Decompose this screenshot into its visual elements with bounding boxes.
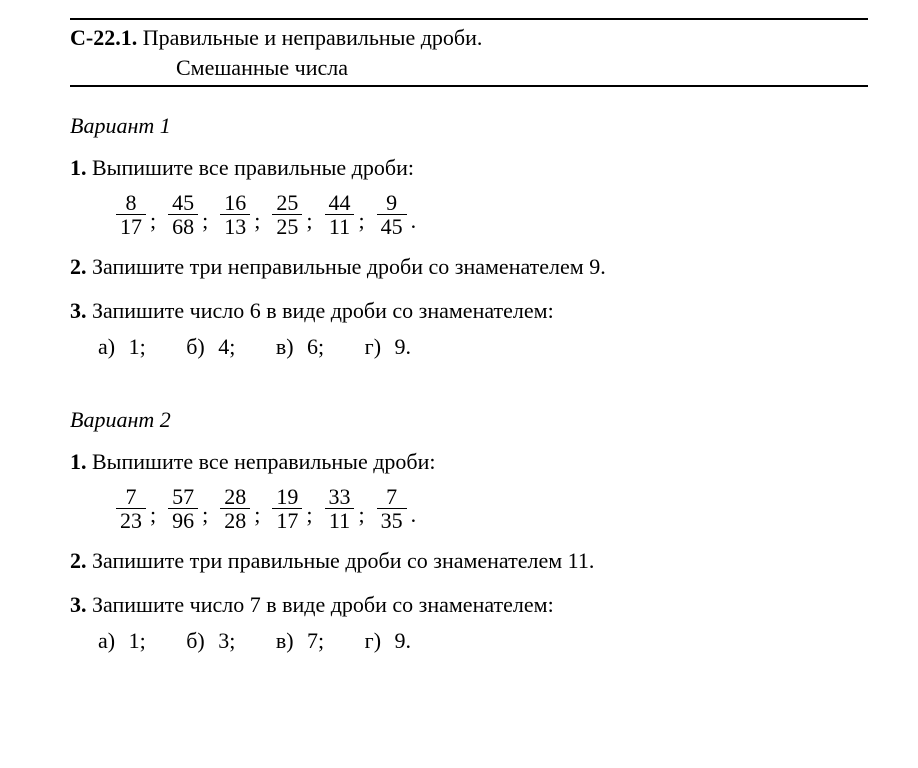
fraction-denominator: 23 <box>116 508 146 532</box>
fraction-numerator: 9 <box>382 191 401 214</box>
fraction-denominator: 17 <box>116 214 146 238</box>
section-title-2: Смешанные числа <box>176 55 348 80</box>
task-text: Выпишите все правильные дроби: <box>92 155 414 180</box>
v1-task3-parts: а) 1; б) 4; в) 6; г) 9. <box>70 332 868 362</box>
fraction: 723 <box>116 485 146 532</box>
fraction-endperiod: . <box>411 206 417 236</box>
task-number: 1. <box>70 155 87 180</box>
fraction-separator: ; <box>202 500 208 530</box>
task-text: Запишите три правильные дроби со знамена… <box>92 548 594 573</box>
fraction: 4411 <box>325 191 355 238</box>
fraction-denominator: 45 <box>377 214 407 238</box>
v1-task-2: 2. Запишите три неправильные дроби со зн… <box>70 252 868 282</box>
fraction-separator: ; <box>150 500 156 530</box>
fraction-denominator: 68 <box>168 214 198 238</box>
fraction-numerator: 8 <box>122 191 141 214</box>
fraction-denominator: 25 <box>272 214 302 238</box>
fraction-numerator: 33 <box>325 485 355 508</box>
fraction-separator: ; <box>306 500 312 530</box>
fraction: 4568 <box>168 191 198 238</box>
fraction-separator: ; <box>359 206 365 236</box>
section-header: С-22.1. Правильные и неправильные дроби.… <box>70 18 868 87</box>
fraction-denominator: 11 <box>325 508 354 532</box>
task-text: Запишите число 6 в виде дроби со знамена… <box>92 298 554 323</box>
fraction-denominator: 11 <box>325 214 354 238</box>
part-b: б) 3; <box>186 628 235 653</box>
v2-task1-fractions: 723;5796;2828;1917;3311;735. <box>70 485 868 532</box>
fraction-numerator: 7 <box>122 485 141 508</box>
fraction-numerator: 57 <box>168 485 198 508</box>
part-g: г) 9. <box>365 334 411 359</box>
part-a: а) 1; <box>98 334 146 359</box>
fraction-separator: ; <box>150 206 156 236</box>
fraction-denominator: 96 <box>168 508 198 532</box>
fraction-denominator: 28 <box>220 508 250 532</box>
variant-1-label: Вариант 1 <box>70 113 868 139</box>
v2-task-2: 2. Запишите три правильные дроби со знам… <box>70 546 868 576</box>
fraction: 1917 <box>272 485 302 532</box>
task-text: Выпишите все неправильные дроби: <box>92 449 436 474</box>
fraction-denominator: 13 <box>220 214 250 238</box>
fraction-separator: ; <box>202 206 208 236</box>
section-code: С-22.1. <box>70 25 137 50</box>
fraction-numerator: 45 <box>168 191 198 214</box>
v2-task3-parts: а) 1; б) 3; в) 7; г) 9. <box>70 626 868 656</box>
fraction-numerator: 16 <box>220 191 250 214</box>
worksheet-page: С-22.1. Правильные и неправильные дроби.… <box>0 0 918 655</box>
fraction-denominator: 35 <box>377 508 407 532</box>
fraction: 5796 <box>168 485 198 532</box>
header-line-2: Смешанные числа <box>70 53 868 83</box>
fraction-numerator: 28 <box>220 485 250 508</box>
fraction-separator: ; <box>254 206 260 236</box>
v1-task1-fractions: 817;4568;1613;2525;4411;945. <box>70 191 868 238</box>
part-v: в) 7; <box>276 628 324 653</box>
fraction-numerator: 44 <box>325 191 355 214</box>
v2-task-3: 3. Запишите число 7 в виде дроби со знам… <box>70 590 868 655</box>
part-g: г) 9. <box>365 628 411 653</box>
fraction: 945 <box>377 191 407 238</box>
task-number: 1. <box>70 449 87 474</box>
section-title-1: Правильные и неправильные дроби. <box>143 25 483 50</box>
fraction: 2828 <box>220 485 250 532</box>
fraction-separator: ; <box>306 206 312 236</box>
task-number: 2. <box>70 548 87 573</box>
task-text: Запишите число 7 в виде дроби со знамена… <box>92 592 554 617</box>
fraction: 3311 <box>325 485 355 532</box>
fraction-denominator: 17 <box>272 508 302 532</box>
fraction-numerator: 19 <box>272 485 302 508</box>
task-number: 3. <box>70 298 87 323</box>
task-number: 2. <box>70 254 87 279</box>
header-line-1: С-22.1. Правильные и неправильные дроби. <box>70 23 868 53</box>
part-v: в) 6; <box>276 334 324 359</box>
part-b: б) 4; <box>186 334 235 359</box>
v1-task-3: 3. Запишите число 6 в виде дроби со знам… <box>70 296 868 361</box>
fraction-numerator: 7 <box>382 485 401 508</box>
v2-task-1: 1. Выпишите все неправильные дроби: 723;… <box>70 447 868 532</box>
fraction-separator: ; <box>254 500 260 530</box>
task-number: 3. <box>70 592 87 617</box>
part-a: а) 1; <box>98 628 146 653</box>
fraction: 1613 <box>220 191 250 238</box>
task-text: Запишите три неправильные дроби со знаме… <box>92 254 606 279</box>
fraction-endperiod: . <box>411 500 417 530</box>
fraction: 2525 <box>272 191 302 238</box>
fraction-numerator: 25 <box>272 191 302 214</box>
fraction: 735 <box>377 485 407 532</box>
v1-task-1: 1. Выпишите все правильные дроби: 817;45… <box>70 153 868 238</box>
fraction-separator: ; <box>359 500 365 530</box>
variant-2-label: Вариант 2 <box>70 407 868 433</box>
fraction: 817 <box>116 191 146 238</box>
